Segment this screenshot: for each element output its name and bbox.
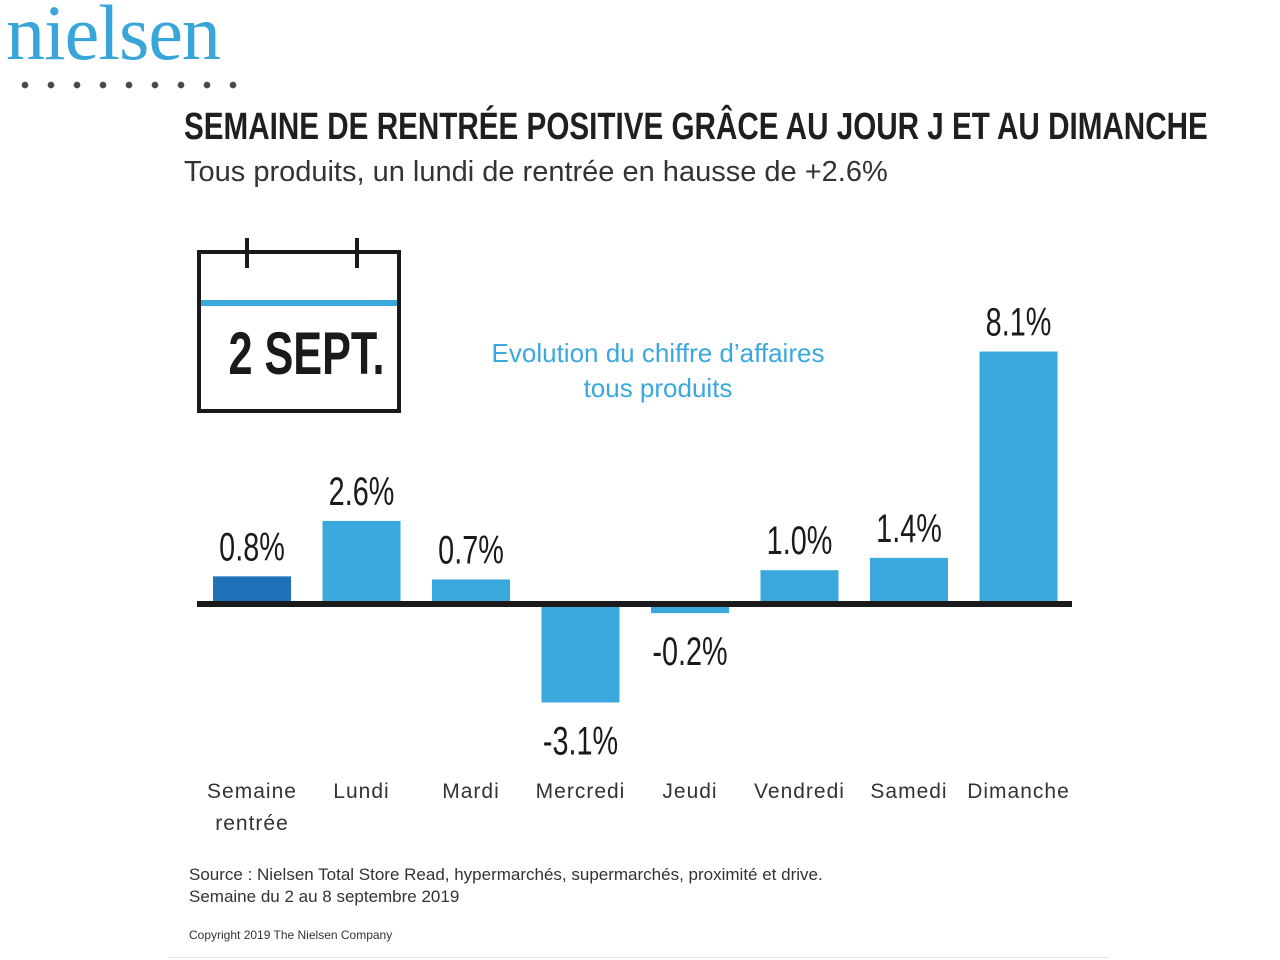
chart-note: Evolution du chiffre d’affaires tous pro… (430, 336, 886, 406)
data-label-3: -3.1% (543, 719, 618, 764)
category-label-4-line-0: Jeudi (662, 780, 718, 803)
category-label-4: Jeudi (635, 776, 745, 808)
source-note: Source : Nielsen Total Store Read, hyper… (189, 864, 823, 908)
bar-7 (979, 351, 1058, 601)
data-label-2: 0.7% (438, 528, 504, 573)
logo-dots (12, 80, 248, 90)
data-label-7: 8.1% (986, 300, 1052, 345)
category-label-3: Mercredi (526, 776, 636, 808)
source-line-1: Source : Nielsen Total Store Read, hyper… (189, 865, 823, 884)
bar-1 (322, 520, 401, 601)
calendar-ring-right (355, 238, 359, 268)
chart-note-line2: tous produits (583, 373, 733, 403)
data-label-5: 1.0% (767, 519, 833, 564)
chart-subtitle: Tous produits, un lundi de rentrée en ha… (184, 156, 888, 188)
data-label-4: -0.2% (652, 630, 727, 675)
data-label-1: 2.6% (329, 469, 395, 514)
category-label-6-line-0: Samedi (870, 780, 948, 803)
bar-3 (541, 607, 620, 703)
source-line-2: Semaine du 2 au 8 septembre 2019 (189, 887, 460, 906)
bar-6 (870, 557, 948, 601)
category-label-1: Lundi (307, 776, 417, 808)
category-label-0-line-0: Semaine (207, 780, 297, 803)
data-label-0: 0.8% (219, 525, 285, 570)
category-label-5-line-0: Vendredi (754, 780, 845, 803)
calendar-ring-left (245, 238, 249, 268)
bar-4 (651, 607, 729, 614)
category-label-2: Mardi (416, 776, 526, 808)
category-label-2-line-0: Mardi (442, 780, 500, 803)
category-label-5: Vendredi (745, 776, 855, 808)
calendar-date-label: 2 SEPT. (228, 320, 385, 387)
category-label-7-line-0: Dimanche (967, 780, 1070, 803)
calendar-band (201, 300, 397, 306)
category-label-6: Samedi (854, 776, 964, 808)
data-label-6: 1.4% (876, 506, 942, 551)
bottom-divider (168, 957, 1108, 958)
nielsen-logo: nielsen (6, 0, 221, 76)
category-label-0-line-1: rentrée (215, 812, 289, 835)
category-label-7: Dimanche (964, 776, 1074, 808)
category-label-1-line-0: Lundi (333, 780, 390, 803)
bar-2 (432, 579, 510, 601)
bar-5 (760, 570, 839, 601)
calendar-icon: 2 SEPT. (197, 238, 401, 413)
chart-note-line1: Evolution du chiffre d’affaires (491, 338, 825, 368)
category-label-3-line-0: Mercredi (535, 780, 626, 803)
copyright: Copyright 2019 The Nielsen Company (189, 928, 393, 942)
bar-0 (213, 576, 291, 601)
category-label-0: Semaine rentrée (197, 776, 307, 840)
